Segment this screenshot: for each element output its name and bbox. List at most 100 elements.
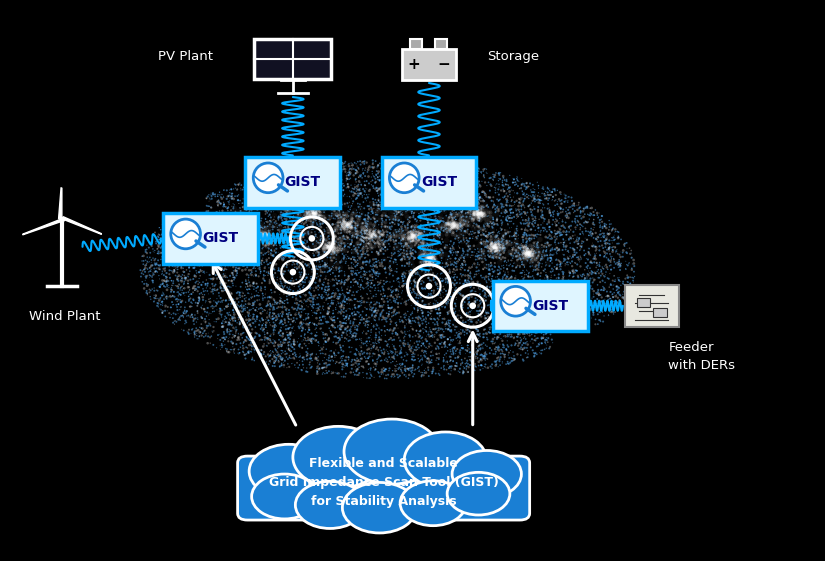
- Point: [446, 268, 460, 277]
- Point: [564, 284, 578, 293]
- Point: [316, 304, 329, 312]
- Point: [364, 289, 377, 298]
- Point: [510, 258, 523, 267]
- Point: [402, 179, 415, 188]
- Point: [328, 171, 341, 180]
- Point: [483, 252, 497, 261]
- Point: [374, 185, 387, 194]
- Point: [333, 321, 346, 330]
- Point: [448, 323, 461, 332]
- Point: [328, 243, 341, 252]
- Point: [370, 271, 383, 280]
- Point: [217, 200, 230, 209]
- Point: [403, 316, 416, 325]
- Point: [224, 259, 237, 268]
- Point: [382, 304, 395, 312]
- Point: [542, 294, 555, 303]
- Point: [486, 241, 499, 250]
- Point: [220, 247, 233, 256]
- Point: [540, 246, 553, 255]
- Point: [449, 349, 462, 358]
- Point: [215, 273, 229, 282]
- Point: [508, 355, 521, 364]
- Point: [469, 287, 483, 296]
- Point: [464, 302, 478, 311]
- Point: [297, 335, 310, 344]
- Point: [301, 351, 314, 360]
- Point: [474, 245, 488, 254]
- Point: [509, 288, 522, 297]
- Point: [270, 346, 283, 355]
- Point: [453, 243, 466, 252]
- Point: [532, 265, 545, 274]
- Point: [276, 311, 289, 320]
- Point: [434, 211, 447, 220]
- Point: [587, 241, 601, 250]
- Point: [345, 208, 358, 217]
- Point: [280, 182, 293, 191]
- Point: [367, 281, 380, 290]
- Point: [478, 254, 492, 263]
- Point: [149, 264, 163, 273]
- Point: [492, 333, 505, 342]
- Point: [377, 286, 390, 295]
- Point: [406, 246, 419, 255]
- Point: [450, 315, 464, 324]
- Point: [445, 364, 458, 373]
- Point: [425, 254, 438, 263]
- Point: [606, 224, 620, 233]
- Point: [389, 197, 403, 206]
- Point: [395, 172, 408, 181]
- Point: [515, 201, 528, 210]
- Point: [405, 232, 418, 241]
- Point: [436, 263, 449, 272]
- Point: [257, 228, 271, 237]
- Point: [231, 185, 244, 194]
- Point: [403, 276, 417, 285]
- Point: [530, 283, 544, 292]
- Point: [218, 279, 231, 288]
- Point: [330, 238, 343, 247]
- Point: [511, 350, 524, 359]
- Point: [410, 312, 423, 321]
- Point: [582, 295, 595, 304]
- Point: [318, 203, 332, 211]
- Point: [313, 364, 326, 373]
- Point: [194, 243, 207, 252]
- Point: [402, 276, 415, 285]
- Point: [174, 302, 187, 311]
- Point: [243, 300, 257, 309]
- Point: [154, 300, 167, 309]
- Point: [164, 285, 177, 294]
- Point: [279, 209, 292, 218]
- Point: [437, 353, 450, 362]
- Point: [220, 222, 233, 231]
- Point: [411, 345, 424, 354]
- Point: [417, 277, 431, 286]
- Point: [313, 241, 326, 250]
- Point: [290, 264, 304, 273]
- Point: [456, 303, 469, 312]
- Point: [411, 195, 424, 204]
- Point: [444, 243, 457, 252]
- Point: [481, 221, 494, 230]
- Point: [223, 293, 236, 302]
- Point: [522, 231, 535, 240]
- Point: [466, 183, 479, 192]
- Point: [470, 211, 483, 220]
- Point: [365, 209, 379, 218]
- Point: [584, 211, 597, 220]
- Point: [225, 222, 238, 231]
- Point: [460, 279, 474, 288]
- Point: [422, 252, 435, 261]
- Point: [277, 253, 290, 262]
- Point: [427, 325, 441, 334]
- Point: [382, 236, 395, 245]
- Point: [378, 279, 391, 288]
- Point: [314, 165, 327, 174]
- Point: [366, 229, 380, 238]
- Point: [444, 220, 457, 229]
- Point: [158, 291, 171, 300]
- Point: [555, 314, 568, 323]
- Point: [389, 255, 402, 264]
